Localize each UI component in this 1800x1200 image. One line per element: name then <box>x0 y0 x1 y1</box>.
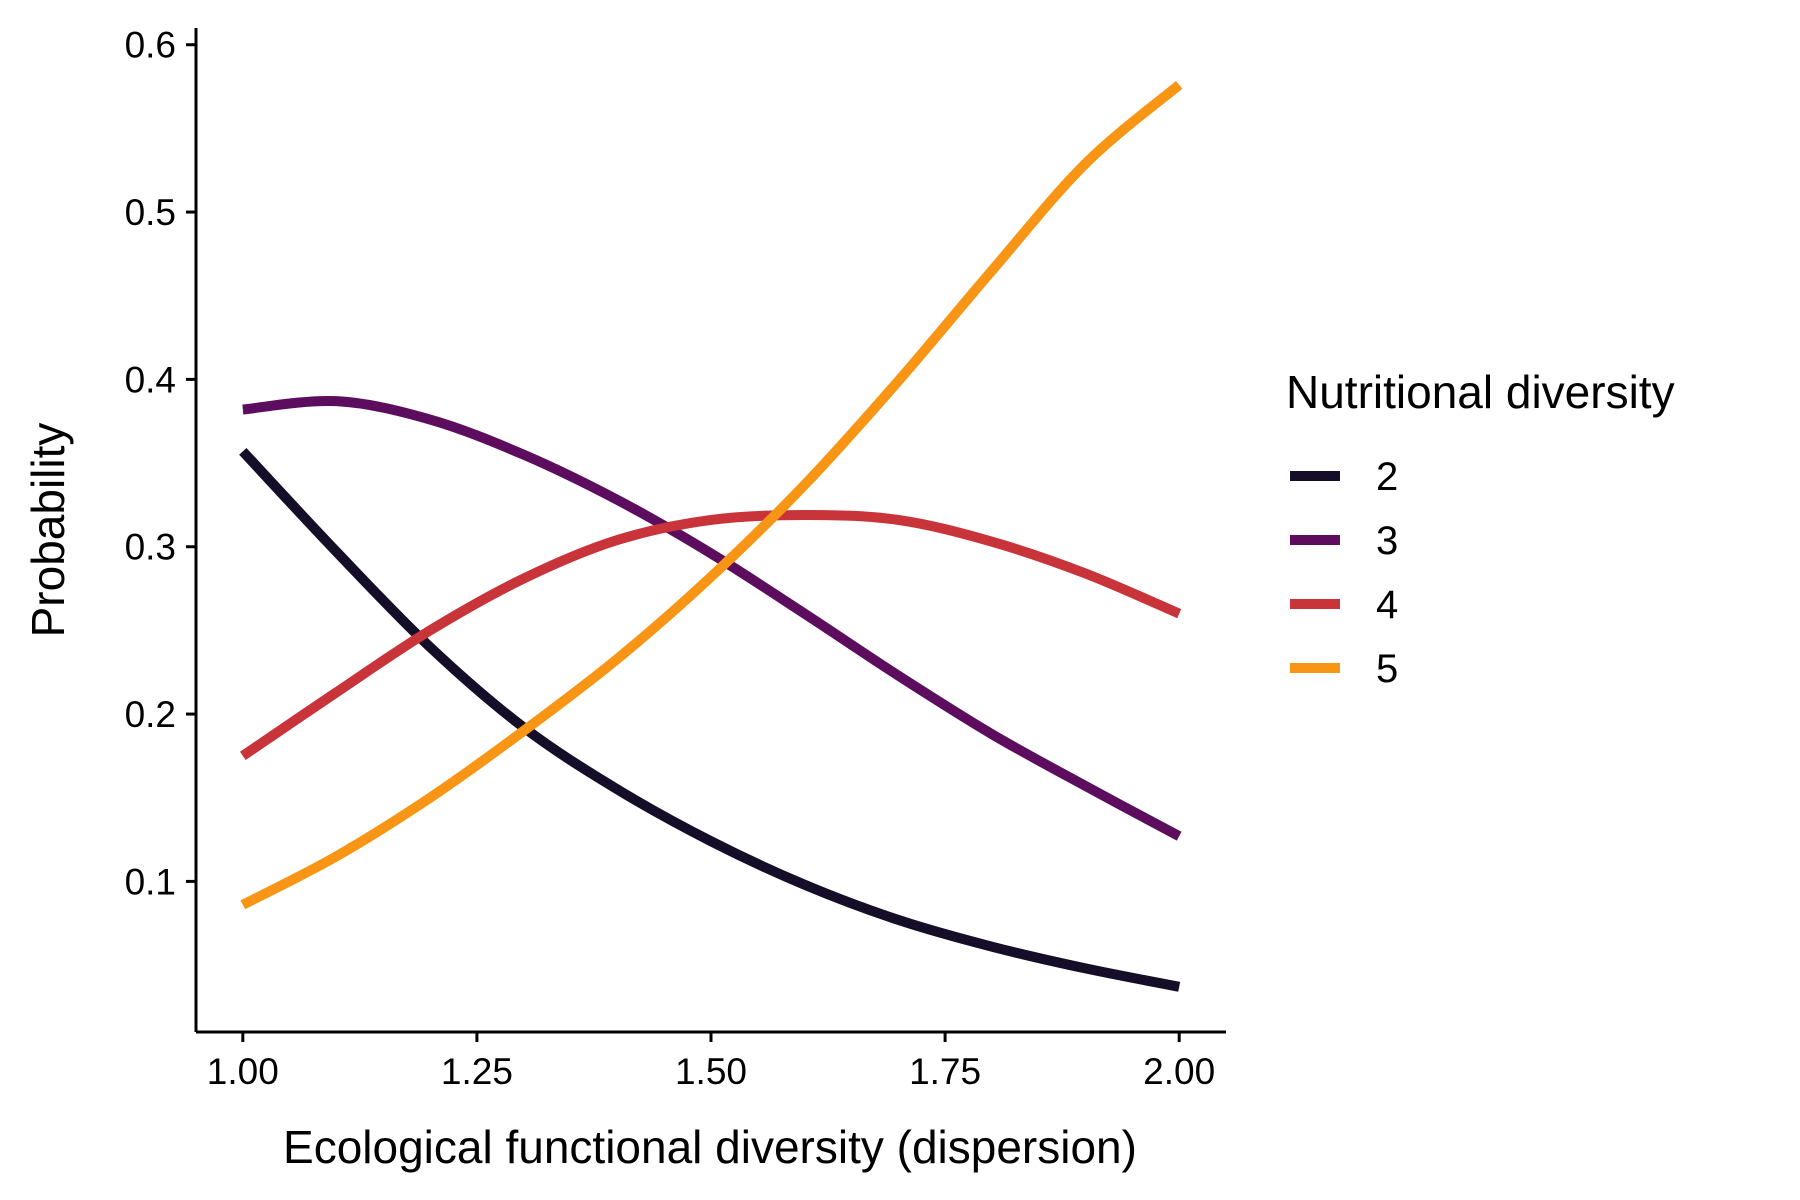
legend-label-2: 2 <box>1376 455 1398 499</box>
x-tick-label: 1.00 <box>207 1051 279 1092</box>
legend-item-5: 5 <box>1290 647 1398 691</box>
legend-label-3: 3 <box>1376 519 1398 563</box>
series-line-3 <box>242 395 1182 841</box>
legend-label-4: 4 <box>1376 583 1398 627</box>
x-axis-title: Ecological functional diversity (dispers… <box>283 1121 1137 1173</box>
series-line-4 <box>240 509 1182 761</box>
legend-item-4: 4 <box>1290 583 1398 627</box>
y-tick-label: 0.1 <box>125 861 176 902</box>
axes: 0.1 0.2 0.3 0.4 0.5 0.6 1.00 1.25 1.50 1.75 2.00 <box>125 25 1226 1092</box>
plot-lines <box>239 81 1183 992</box>
legend-items: 2 3 4 5 <box>1290 455 1398 691</box>
x-tick-label: 2.00 <box>1143 1051 1215 1092</box>
legend: Nutritional diversity 2 3 4 5 <box>1286 366 1675 691</box>
legend-item-3: 3 <box>1290 519 1398 563</box>
legend-item-2: 2 <box>1290 455 1398 499</box>
y-tick-label: 0.2 <box>125 694 176 735</box>
legend-label-5: 5 <box>1376 647 1398 691</box>
x-tick-label: 1.25 <box>441 1051 513 1092</box>
x-ticks: 1.00 1.25 1.50 1.75 2.00 <box>207 1032 1215 1092</box>
series-line-2 <box>239 447 1181 992</box>
x-tick-label: 1.50 <box>675 1051 747 1092</box>
y-ticks: 0.1 0.2 0.3 0.4 0.5 0.6 <box>125 25 196 902</box>
legend-title: Nutritional diversity <box>1286 366 1675 418</box>
series-line-5 <box>240 81 1183 910</box>
y-tick-label: 0.4 <box>125 359 176 400</box>
x-tick-label: 1.75 <box>909 1051 981 1092</box>
y-tick-label: 0.3 <box>125 527 176 568</box>
y-tick-label: 0.5 <box>125 192 176 233</box>
y-axis-title: Probability <box>22 423 74 638</box>
y-tick-label: 0.6 <box>125 25 176 66</box>
